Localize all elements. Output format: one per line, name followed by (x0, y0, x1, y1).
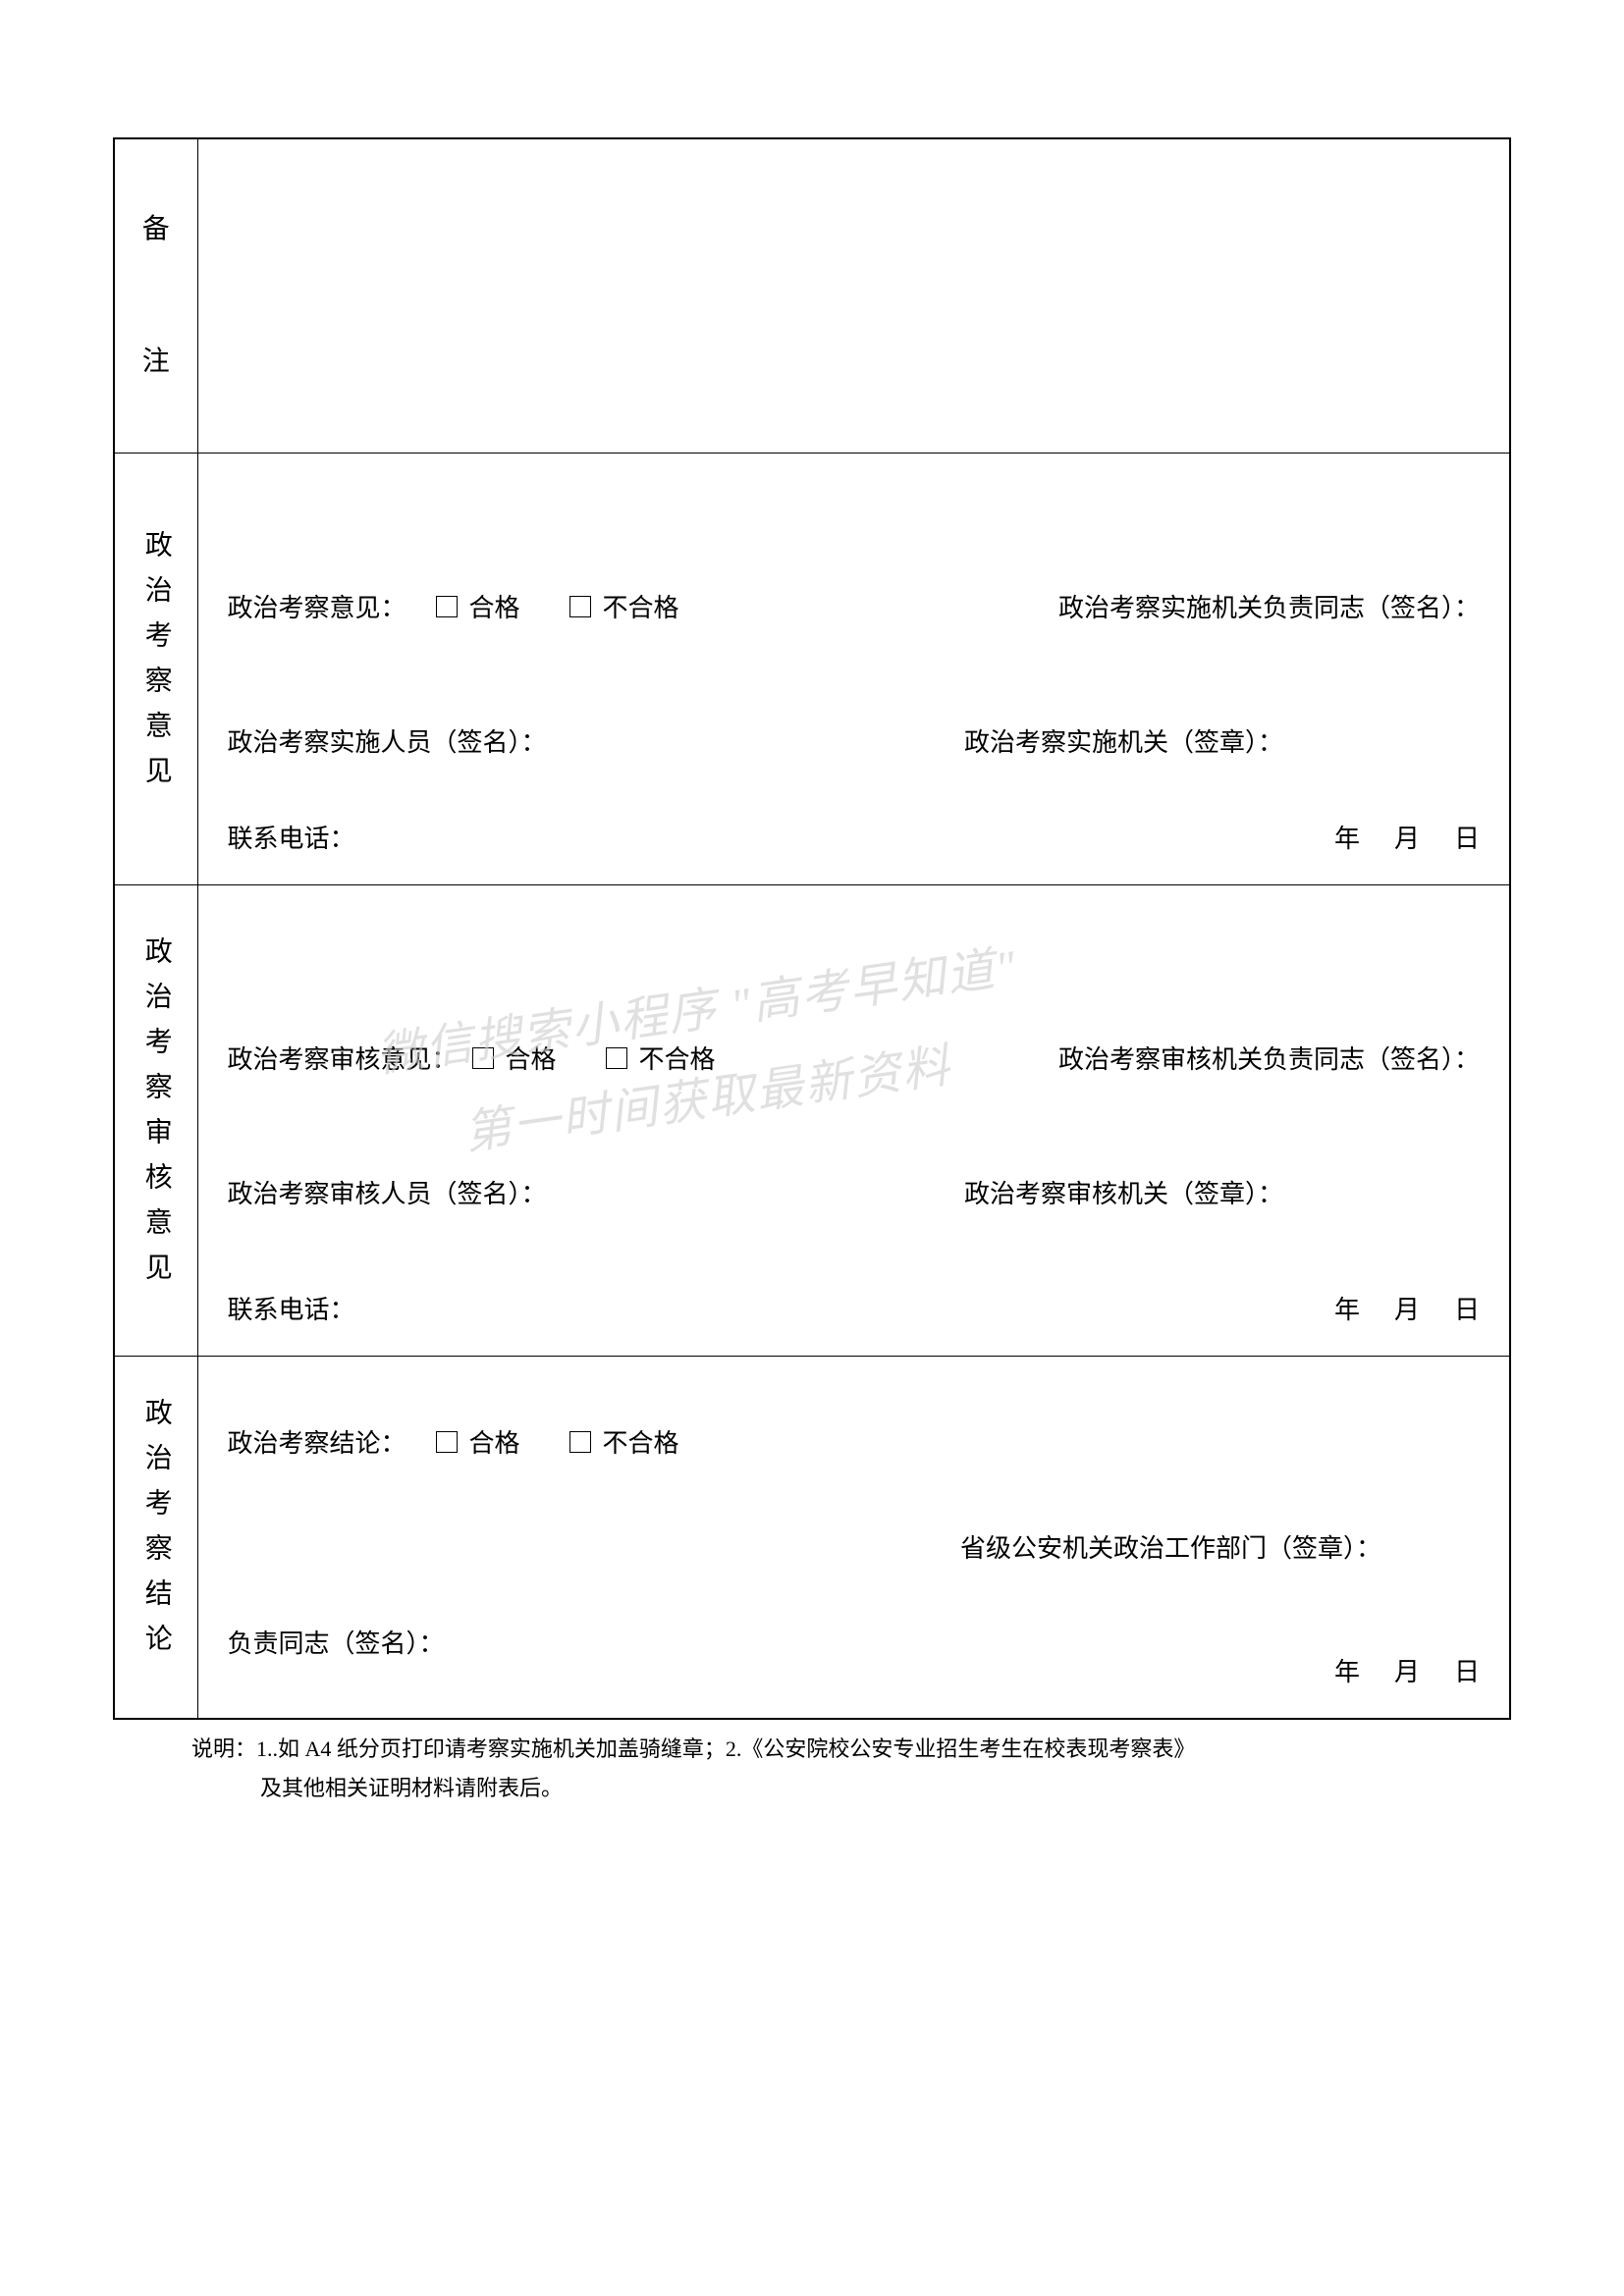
checkbox-icon (569, 596, 591, 617)
footnote: 说明：1..如 A4 纸分页打印请考察实施机关加盖骑缝章；2.《公安院校公安专业… (113, 1730, 1511, 1807)
review-label-cell: 政治考察审核意见 (114, 884, 197, 1356)
review-checkbox-group: 合格 不合格 (472, 1040, 716, 1076)
conclusion-date-year: 年 (1334, 1652, 1360, 1688)
footnote-line1: 说明：1..如 A4 纸分页打印请考察实施机关加盖骑缝章；2.《公安院校公安专业… (191, 1730, 1482, 1769)
conclusion-date-day: 日 (1454, 1652, 1480, 1688)
conclusion-label: 政治考察结论 (142, 1398, 170, 1669)
conclusion-top-row: 政治考察结论： 合格 不合格 (228, 1423, 1481, 1460)
conclusion-pass-checkbox[interactable]: 合格 (436, 1423, 520, 1460)
conclusion-fail-checkbox[interactable]: 不合格 (569, 1423, 679, 1460)
review-bottom-row: 联系电话： 年 月 日 (228, 1290, 1481, 1326)
opinion-personnel-sign: 政治考察实施人员（签名）： (228, 722, 547, 759)
opinion-phone-label: 联系电话： (228, 819, 355, 855)
review-phone-label: 联系电话： (228, 1290, 355, 1326)
opinion-responsible-sign: 政治考察实施机关负责同志（签名）： (1058, 588, 1480, 624)
opinion-label-cell: 政治考察意见 (114, 453, 197, 884)
opinion-date-day: 日 (1454, 819, 1480, 855)
review-date-day: 日 (1454, 1290, 1480, 1326)
conclusion-date-month: 月 (1394, 1652, 1420, 1688)
opinion-mid-row: 政治考察实施人员（签名）： 政治考察实施机关（签章）： (228, 722, 1481, 759)
opinion-fail-label: 不合格 (603, 588, 679, 624)
checkbox-icon (436, 596, 458, 617)
opinion-pass-checkbox[interactable]: 合格 (436, 588, 520, 624)
review-field-label: 政治考察审核意见： (228, 1040, 458, 1076)
opinion-label: 政治考察意见 (142, 530, 170, 801)
opinion-content-cell: 政治考察意见： 合格 不合格 政治考察实施机关负责同志（签名）： 政治考察实施人… (197, 453, 1510, 884)
conclusion-label-cell: 政治考察结论 (114, 1356, 197, 1719)
conclusion-dept-seal: 省级公安机关政治工作部门（签章）： (960, 1528, 1381, 1565)
review-org-seal: 政治考察审核机关（签章）： (964, 1174, 1283, 1210)
checkbox-icon (472, 1047, 494, 1069)
approval-form-table: 备 注 政治考察意见 政治考察意见： 合格 不合格 (113, 137, 1511, 1720)
opinion-fail-checkbox[interactable]: 不合格 (569, 588, 679, 624)
conclusion-fail-label: 不合格 (603, 1423, 679, 1460)
opinion-bottom-row: 联系电话： 年 月 日 (228, 819, 1481, 855)
review-date-month: 月 (1394, 1290, 1420, 1326)
remarks-char2: 注 (142, 347, 170, 377)
review-pass-checkbox[interactable]: 合格 (472, 1040, 557, 1076)
review-fail-label: 不合格 (639, 1040, 716, 1076)
conclusion-field-label: 政治考察结论： (228, 1423, 406, 1460)
opinion-pass-label: 合格 (469, 588, 520, 624)
conclusion-dept-row: 省级公安机关政治工作部门（签章）： (228, 1528, 1481, 1565)
review-fail-checkbox[interactable]: 不合格 (606, 1040, 716, 1076)
conclusion-content-cell: 政治考察结论： 合格 不合格 省级公安机关政治工作部门（签章）： 负责同志（签名… (197, 1356, 1510, 1719)
checkbox-icon (569, 1431, 591, 1453)
conclusion-date-group: 年 月 日 (1334, 1652, 1480, 1688)
opinion-top-row: 政治考察意见： 合格 不合格 政治考察实施机关负责同志（签名）： (228, 588, 1481, 624)
opinion-date-month: 月 (1394, 819, 1420, 855)
opinion-field-label: 政治考察意见： (228, 588, 406, 624)
opinion-checkbox-group: 合格 不合格 (436, 588, 679, 624)
review-date-group: 年 月 日 (1334, 1290, 1480, 1326)
remarks-content-cell (197, 138, 1510, 453)
opinion-org-seal: 政治考察实施机关（签章）： (964, 722, 1283, 759)
remarks-label-cell: 备 注 (114, 138, 197, 453)
checkbox-icon (436, 1431, 458, 1453)
conclusion-checkbox-group: 合格 不合格 (436, 1423, 679, 1460)
review-mid-row: 政治考察审核人员（签名）： 政治考察审核机关（签章）： (228, 1174, 1481, 1210)
remarks-char1: 备 (142, 214, 170, 244)
review-responsible-sign: 政治考察审核机关负责同志（签名）： (1058, 1040, 1480, 1076)
review-label: 政治考察审核意见 (142, 936, 170, 1298)
checkbox-icon (606, 1047, 627, 1069)
review-date-year: 年 (1334, 1290, 1360, 1326)
opinion-date-group: 年 月 日 (1334, 819, 1480, 855)
footnote-line2: 及其他相关证明材料请附表后。 (191, 1769, 1482, 1808)
conclusion-date-row: 年 月 日 (228, 1652, 1481, 1688)
review-content-cell: 政治考察审核意见： 合格 不合格 政治考察审核机关负责同志（签名）： 政治考察审… (197, 884, 1510, 1356)
review-personnel-sign: 政治考察审核人员（签名）： (228, 1174, 547, 1210)
review-top-row: 政治考察审核意见： 合格 不合格 政治考察审核机关负责同志（签名）： (228, 1040, 1481, 1076)
review-pass-label: 合格 (506, 1040, 557, 1076)
conclusion-pass-label: 合格 (469, 1423, 520, 1460)
opinion-date-year: 年 (1334, 819, 1360, 855)
